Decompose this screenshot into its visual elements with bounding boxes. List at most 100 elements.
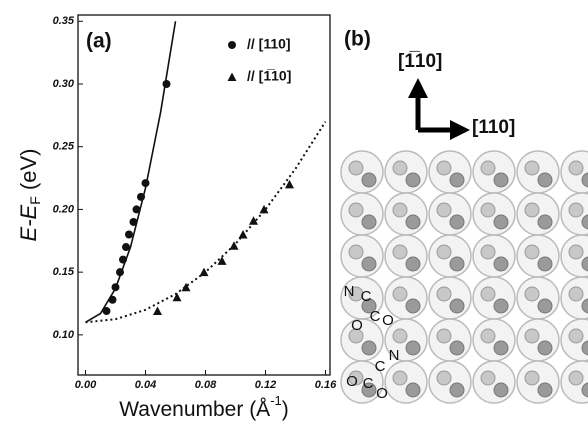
atom: [481, 161, 495, 175]
atom-label: C: [375, 358, 386, 375]
atom: [393, 329, 407, 343]
atom: [393, 203, 407, 217]
atom-label: O: [382, 312, 394, 329]
atom-label: C: [363, 375, 374, 392]
x-label-sup: -1: [270, 393, 282, 408]
point: [260, 205, 269, 214]
fit-curve: [86, 122, 326, 323]
atom: [450, 341, 464, 355]
direction-label: [1̅10]: [398, 51, 442, 72]
atom-label: O: [346, 373, 358, 390]
x-tick-label: 0.12: [255, 379, 276, 391]
direction-label: [110]: [472, 117, 515, 138]
point: [103, 307, 111, 315]
arrowhead: [450, 120, 470, 140]
y-axis-label: E-EF (eV): [16, 149, 43, 242]
atom: [437, 245, 451, 259]
atom: [494, 215, 508, 229]
y-tick-label: 0.15: [53, 266, 75, 278]
atom: [406, 299, 420, 313]
atom: [481, 287, 495, 301]
atom: [494, 341, 508, 355]
point: [112, 283, 120, 291]
atom: [450, 299, 464, 313]
atom: [393, 245, 407, 259]
figure: (a) (b) [1̅10] [110] E-EF (eV) Wavenumbe…: [0, 0, 588, 428]
atom: [481, 245, 495, 259]
atom: [437, 203, 451, 217]
atom: [538, 383, 552, 397]
x-tick-label: 0.16: [315, 379, 337, 391]
atom: [362, 341, 376, 355]
y-tick-label: 0.25: [53, 141, 75, 153]
atom: [406, 173, 420, 187]
atom: [349, 161, 363, 175]
atom-label: C: [370, 308, 381, 325]
atom: [450, 173, 464, 187]
panel-label: (b): [344, 28, 371, 51]
fit-curve: [86, 21, 176, 322]
atom: [450, 383, 464, 397]
atom: [437, 287, 451, 301]
point: [200, 268, 209, 277]
atom: [450, 257, 464, 271]
atom: [494, 257, 508, 271]
atom: [569, 329, 583, 343]
point: [182, 283, 191, 292]
atom: [538, 215, 552, 229]
atom: [494, 383, 508, 397]
atom: [481, 329, 495, 343]
atom: [362, 215, 376, 229]
axis-arrow: [418, 96, 452, 130]
y-tick-label: 0.35: [53, 15, 75, 27]
x-axis-label: Wavenumber (Å-1): [119, 393, 289, 420]
arrowhead: [408, 78, 428, 98]
point: [163, 80, 171, 88]
atom-label: O: [376, 385, 388, 402]
atom: [494, 173, 508, 187]
atom: [406, 341, 420, 355]
plot-frame: [78, 15, 330, 375]
point: [142, 179, 150, 187]
x-tick-label: 0.08: [195, 379, 217, 391]
point: [285, 180, 294, 189]
atom: [538, 299, 552, 313]
atom: [481, 203, 495, 217]
y-tick-label: 0.10: [53, 329, 75, 341]
point: [137, 193, 145, 201]
atom-label: N: [389, 347, 400, 364]
point: [122, 243, 130, 251]
x-tick-label: 0.00: [75, 379, 97, 391]
atom: [569, 203, 583, 217]
atom: [538, 341, 552, 355]
atom: [525, 245, 539, 259]
atom: [349, 245, 363, 259]
atom: [406, 383, 420, 397]
point: [173, 293, 182, 302]
atom: [481, 371, 495, 385]
legend-marker: [228, 41, 236, 49]
point: [119, 256, 127, 264]
atom: [525, 371, 539, 385]
atom: [525, 287, 539, 301]
atom: [525, 161, 539, 175]
atom-label: C: [361, 288, 372, 305]
legend-marker: [228, 73, 237, 82]
y-label-main: E-E: [16, 204, 41, 241]
y-label-unit: (eV): [16, 149, 41, 197]
panel-label: (a): [86, 30, 112, 53]
atom: [393, 161, 407, 175]
x-label-end: ): [282, 398, 289, 421]
atom-label: O: [351, 317, 363, 334]
atom: [406, 257, 420, 271]
atom: [525, 329, 539, 343]
x-tick-label: 0.04: [135, 379, 156, 391]
y-tick-label: 0.20: [53, 203, 75, 215]
legend-label: // [110]: [247, 36, 291, 52]
atom: [349, 203, 363, 217]
atom: [569, 161, 583, 175]
atom: [494, 299, 508, 313]
atom: [538, 173, 552, 187]
point: [130, 218, 138, 226]
atom: [569, 287, 583, 301]
